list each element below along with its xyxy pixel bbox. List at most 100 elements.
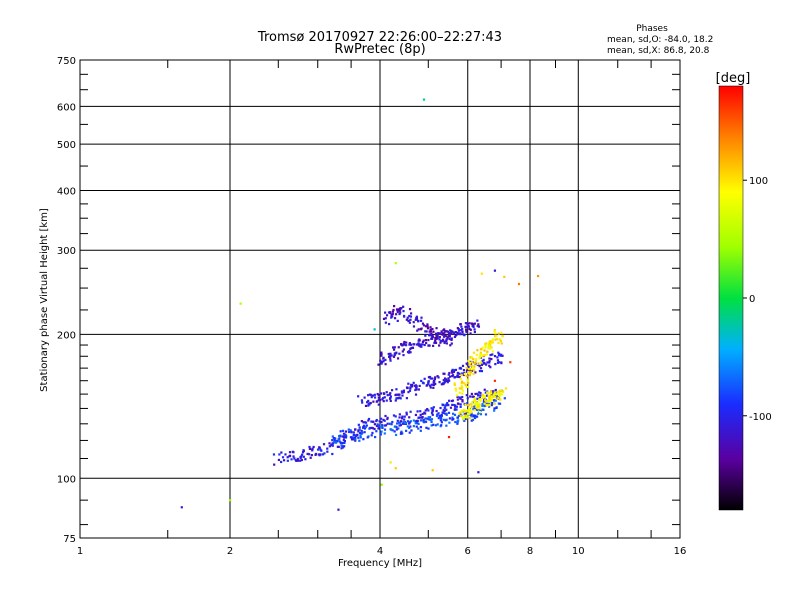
data-point [465, 375, 468, 378]
data-point [472, 351, 475, 354]
data-point [483, 349, 486, 352]
data-point [465, 328, 468, 331]
data-point [458, 412, 461, 415]
data-point [402, 390, 405, 394]
data-point [476, 392, 479, 395]
data-point [347, 428, 350, 431]
data-point [469, 328, 472, 331]
data-point [302, 449, 305, 453]
data-point [480, 363, 484, 367]
data-point [460, 373, 463, 377]
data-point [486, 361, 489, 364]
data-point [485, 394, 489, 397]
data-point [477, 404, 480, 407]
data-point [496, 397, 499, 400]
data-point [395, 422, 399, 425]
data-point [404, 344, 408, 347]
data-point [386, 416, 389, 419]
data-point [479, 367, 483, 370]
data-point [427, 409, 430, 412]
y-tick-label: 200 [57, 330, 76, 341]
data-point [423, 411, 426, 414]
data-point [393, 346, 396, 349]
data-point [473, 330, 476, 334]
data-point [494, 338, 497, 341]
data-point [442, 378, 445, 382]
data-point [409, 420, 412, 423]
data-point [390, 313, 393, 316]
data-point [426, 327, 430, 330]
data-point [295, 459, 298, 462]
data-point [488, 360, 491, 363]
data-point [340, 444, 343, 447]
data-point [451, 374, 454, 378]
data-point [180, 506, 183, 509]
data-point [455, 405, 459, 408]
data-point [409, 387, 412, 390]
data-point [419, 413, 422, 417]
data-point [350, 438, 354, 441]
data-point [478, 357, 481, 360]
data-point [468, 322, 471, 325]
data-point [464, 414, 467, 417]
x-axis-label: Frequency [MHz] [338, 558, 422, 569]
data-point [384, 414, 387, 418]
data-point [429, 334, 432, 337]
data-point [383, 432, 386, 435]
data-point [338, 434, 341, 438]
data-point [417, 328, 420, 331]
data-point [399, 424, 402, 427]
data-point [434, 340, 437, 343]
data-point [373, 396, 377, 399]
data-point [467, 368, 471, 371]
data-point [419, 429, 422, 432]
data-point [493, 402, 496, 405]
data-point [408, 314, 411, 318]
data-point [278, 453, 281, 456]
data-point [427, 427, 430, 430]
data-point [414, 318, 417, 321]
data-point [477, 412, 480, 415]
data-point [334, 440, 337, 443]
data-point [477, 402, 480, 405]
data-point [229, 499, 232, 502]
data-point [461, 364, 465, 367]
data-point [489, 353, 492, 357]
data-point [487, 345, 491, 348]
data-point [427, 416, 430, 419]
y-tick-label: 300 [57, 246, 76, 257]
colorbar-label: [deg] [716, 71, 751, 86]
data-point [395, 351, 398, 354]
data-point [461, 400, 464, 403]
data-point [384, 311, 387, 314]
data-point [377, 363, 380, 366]
data-point [397, 346, 400, 349]
data-point [331, 444, 334, 447]
data-point [426, 417, 429, 420]
x-tick-label: 6 [465, 546, 471, 557]
data-point [337, 445, 340, 448]
data-point [358, 439, 361, 442]
stats-line-x: mean, sd,X: 86.8, 20.8 [607, 46, 710, 56]
data-point [430, 420, 433, 423]
data-point [474, 371, 477, 374]
data-point [358, 431, 362, 435]
data-point [364, 404, 368, 408]
data-point [487, 399, 490, 402]
data-point [498, 402, 502, 405]
data-point [284, 453, 287, 456]
data-point [279, 460, 283, 464]
data-point [458, 375, 461, 379]
y-axis-label: Stationary phase Virtual Height [km] [39, 208, 50, 392]
data-point [394, 415, 397, 418]
data-point [440, 421, 443, 424]
data-point [366, 436, 369, 439]
data-point [478, 355, 482, 358]
data-point [389, 461, 392, 464]
data-point [379, 360, 382, 363]
data-point [412, 321, 415, 324]
grid-lines [80, 60, 680, 538]
data-point [476, 397, 479, 400]
data-point [467, 382, 470, 385]
data-point [337, 508, 340, 511]
